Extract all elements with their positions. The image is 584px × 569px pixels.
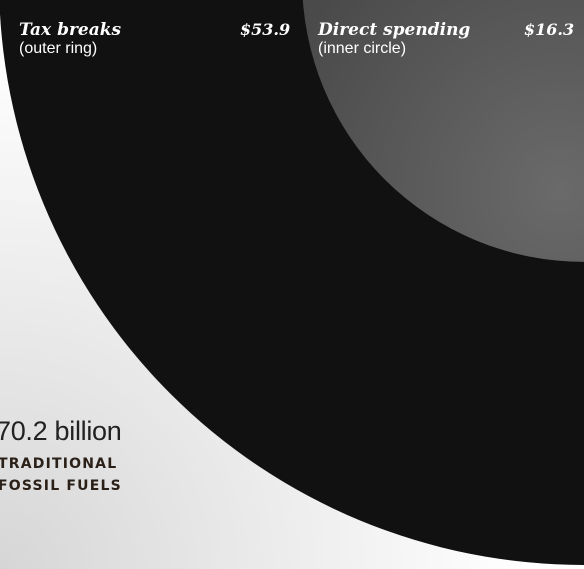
inner-circle-direct-spending — [302, 0, 584, 262]
total-amount: 70.2 billion — [0, 416, 122, 446]
legend-direct-spending-value: $16.3 — [524, 20, 575, 39]
category-label-line-2: FOSSIL FUELS — [0, 478, 122, 494]
legend-tax-breaks-value: $53.9 — [240, 20, 291, 39]
legend-tax-breaks-note: (outer ring) — [19, 40, 98, 57]
legend-direct-spending-note: (inner circle) — [318, 40, 407, 57]
legend-tax-breaks-label: Tax breaks — [19, 20, 122, 40]
legend-direct-spending-label: Direct spending — [318, 20, 471, 40]
category-label-line-1: TRADITIONAL — [0, 456, 118, 472]
